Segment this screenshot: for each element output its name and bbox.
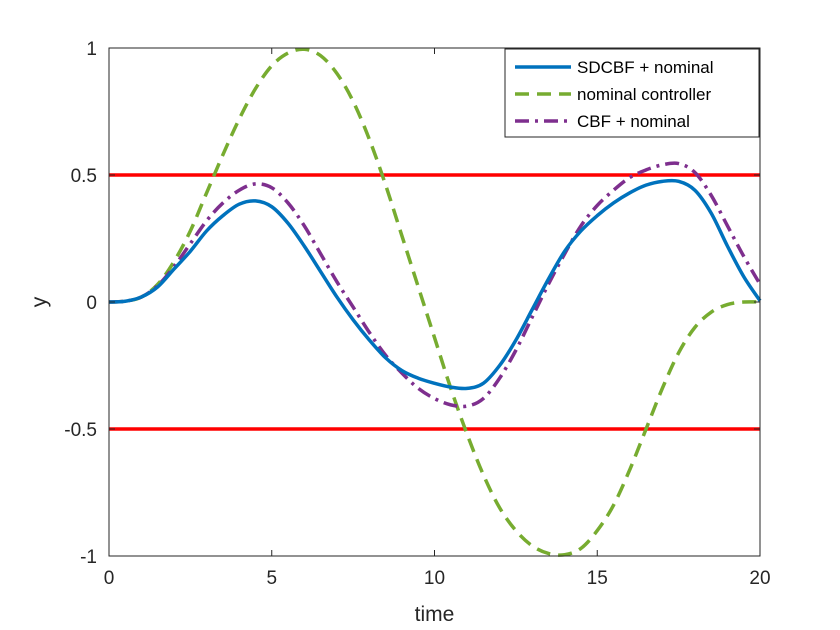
series-line-sdcbf-nominal xyxy=(108,178,762,391)
legend: SDCBF + nominal nominal controller CBF + n… xyxy=(504,48,760,138)
legend-label: SDCBF + nominal xyxy=(577,58,714,77)
legend-label: nominal controller xyxy=(577,85,712,104)
x-tick-label: 20 xyxy=(749,568,770,589)
y-tick-label: -0.5 xyxy=(64,420,97,441)
y-tick-label: 1 xyxy=(86,39,97,60)
axis-ticks: 0 5 10 15 20 -1 -0.5 0 0.5 1 xyxy=(64,39,770,589)
series-line-cbf-nominal xyxy=(108,161,762,409)
reference-lines xyxy=(109,173,760,431)
series-line-nominal-controller xyxy=(108,47,761,557)
x-tick-label: 10 xyxy=(424,568,445,589)
x-tick-label: 0 xyxy=(104,568,115,589)
x-tick-label: 5 xyxy=(266,568,277,589)
y-axis-label: y xyxy=(28,296,51,307)
x-tick-label: 15 xyxy=(587,568,608,589)
series-layer xyxy=(108,47,762,557)
y-tick-label: -1 xyxy=(80,547,97,568)
legend-label: CBF + nominal xyxy=(577,112,690,131)
x-axis-label: time xyxy=(415,603,455,626)
y-tick-label: 0.5 xyxy=(71,166,97,187)
y-tick-label: 0 xyxy=(86,293,97,314)
